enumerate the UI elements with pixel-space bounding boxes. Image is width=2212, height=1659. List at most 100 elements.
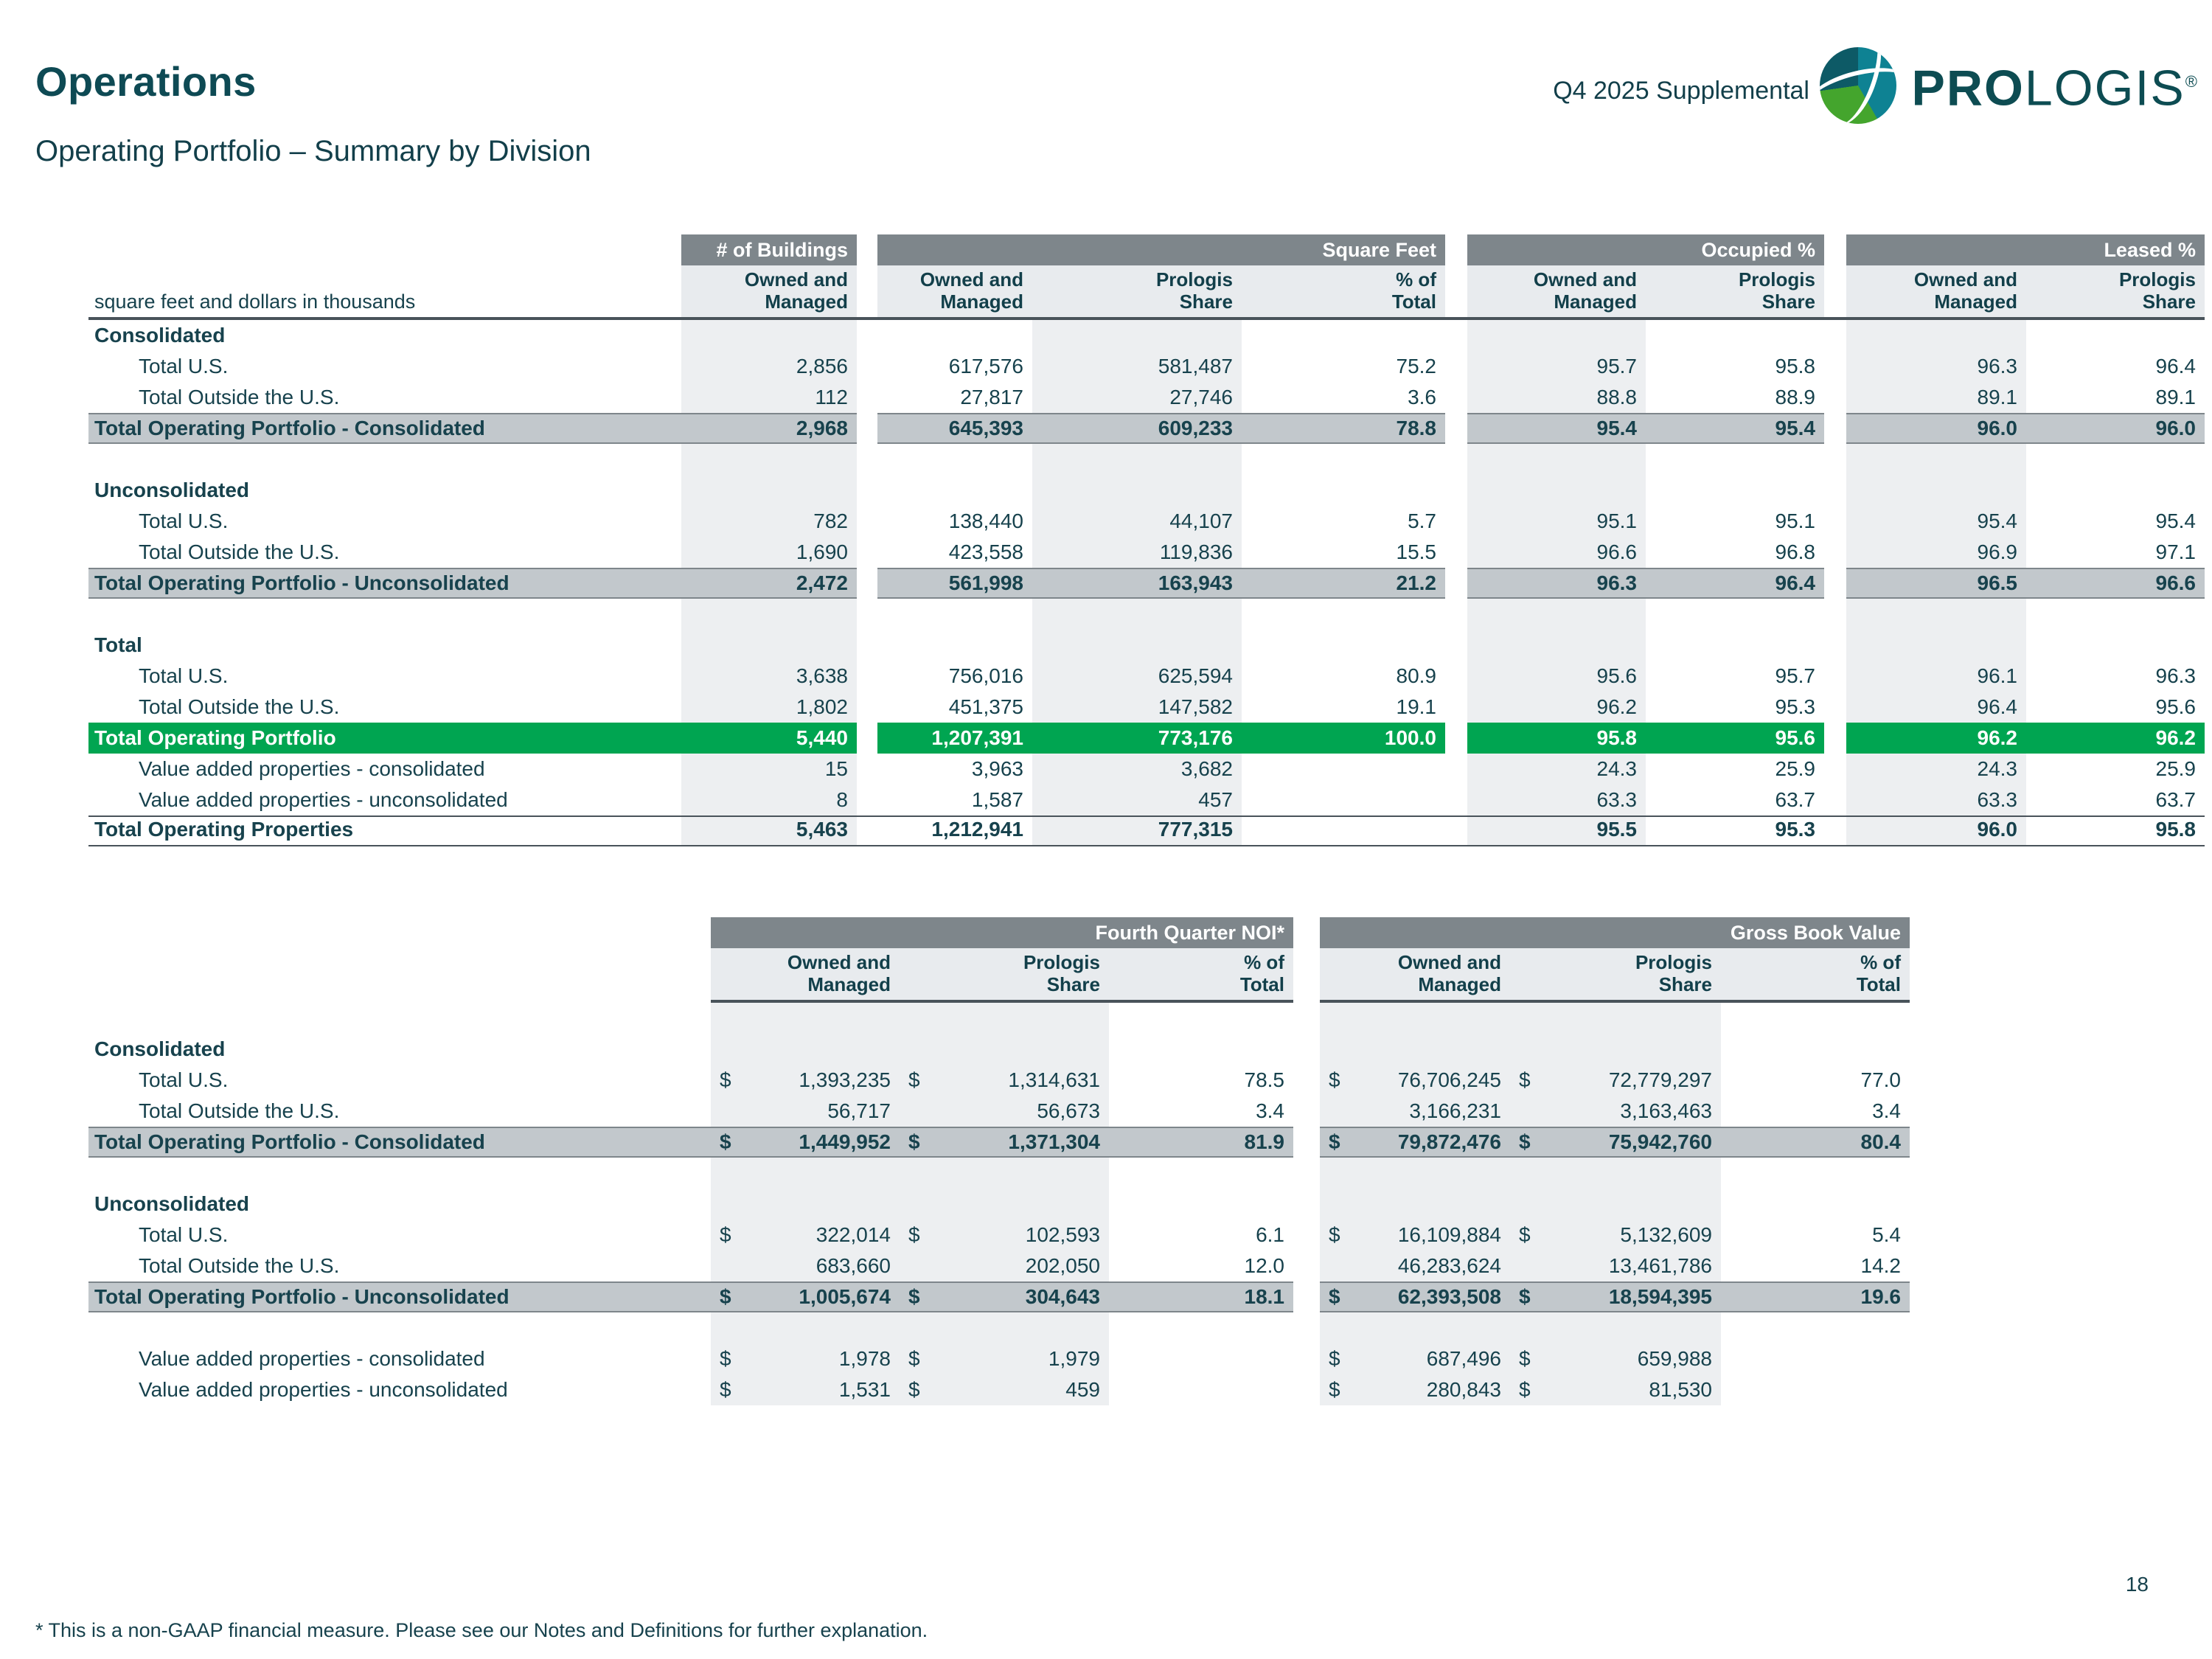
cell — [2026, 630, 2205, 661]
cell-value: 95.4 — [1775, 416, 1816, 439]
dollar-sign: $ — [908, 1068, 920, 1091]
spacer — [857, 817, 877, 845]
cell-value: 96.6 — [1596, 540, 1638, 563]
cell: 95.5 — [1467, 817, 1646, 845]
table-subheader-row: square feet and dollars in thousands Owne… — [88, 265, 2205, 320]
group-header: Leased % — [1846, 234, 2205, 265]
cell — [1721, 1189, 1910, 1220]
row-label: Total Operating Portfolio - Unconsolidat… — [88, 568, 681, 599]
cell-value: 1,314,631 — [1008, 1068, 1100, 1091]
dollar-sign: $ — [720, 1130, 731, 1153]
column-header: Owned and Managed — [1320, 948, 1510, 1003]
noi-gross-book-value-table: Fourth Quarter NOI* Gross Book Value Owned… — [88, 917, 1910, 1405]
cell — [681, 599, 857, 630]
cell-value: 63.3 — [1596, 787, 1638, 811]
spacer — [857, 661, 877, 692]
cell-value: 96.8 — [1775, 540, 1816, 563]
cell: 15 — [681, 754, 857, 785]
cell-value: 96.3 — [1596, 571, 1638, 594]
cell-value: 75.2 — [1396, 354, 1437, 378]
cell: 63.7 — [2026, 785, 2205, 815]
dollar-sign: $ — [908, 1346, 920, 1370]
spacer — [857, 723, 877, 754]
table-row: Total Outside the U.S. 112 27,817 27,746 3.6… — [88, 382, 2205, 413]
table-row: Unconsolidated — [88, 1189, 1910, 1220]
spacer — [857, 234, 877, 265]
row-label: Total Operating Properties — [94, 817, 354, 841]
cell — [877, 475, 1032, 506]
cell-value: 777,315 — [1158, 817, 1233, 841]
cell-value: 16,109,884 — [1397, 1222, 1501, 1246]
cell-value: 451,375 — [948, 695, 1023, 718]
cell: 3,638 — [681, 661, 857, 692]
spacer — [1293, 1312, 1320, 1343]
dollar-sign: $ — [1329, 1377, 1340, 1401]
dollar-sign: $ — [720, 1284, 731, 1308]
cell-value: 1,371,304 — [1008, 1130, 1100, 1153]
row-label: Total — [94, 633, 142, 656]
cell-value: 112 — [815, 385, 848, 408]
prologis-globe-icon — [1820, 47, 1897, 125]
cell-value: 96.1 — [1977, 664, 2018, 687]
row-label: Value added properties - consolidated — [139, 1346, 485, 1370]
cell — [1646, 444, 1824, 475]
spacer — [1293, 1127, 1320, 1158]
cell-value: 79,872,476 — [1397, 1130, 1501, 1153]
cell — [1242, 320, 1445, 351]
dollar-sign: $ — [1329, 1284, 1340, 1308]
cell — [1467, 320, 1646, 351]
cell — [711, 1312, 900, 1343]
page-subtitle: Operating Portfolio – Summary by Divisio… — [35, 136, 591, 168]
spacer — [1293, 1220, 1320, 1251]
cell: 645,393 — [877, 413, 1032, 444]
cell-value: 96.2 — [2155, 726, 2197, 749]
cell-value: 687,496 — [1426, 1346, 1501, 1370]
cell-value: 3.4 — [1256, 1099, 1284, 1122]
cell: 56,717 — [711, 1096, 900, 1127]
cell: 1,212,941 — [877, 817, 1032, 845]
cell: 15.5 — [1242, 537, 1445, 568]
cell-value: 202,050 — [1025, 1253, 1100, 1277]
cell-value: 423,558 — [948, 540, 1023, 563]
cell: 96.0 — [1846, 817, 2026, 845]
spacer — [857, 568, 877, 599]
table-row: Value added properties - unconsolidated 8… — [88, 785, 2205, 815]
cell: $687,496 — [1320, 1343, 1510, 1374]
cell: 24.3 — [1846, 754, 2026, 785]
cell — [1320, 1158, 1510, 1189]
spacer — [857, 444, 877, 475]
dollar-sign: $ — [908, 1130, 920, 1153]
cell: 3.4 — [1721, 1096, 1910, 1127]
cell: 683,660 — [711, 1251, 900, 1281]
cell: 773,176 — [1032, 723, 1242, 754]
dollar-sign: $ — [908, 1377, 920, 1401]
prologis-wordmark: PROLOGIS® — [1912, 44, 2197, 128]
cell-value: 95.6 — [1775, 726, 1816, 749]
cell-value: 3.4 — [1872, 1099, 1901, 1122]
row-label: Total Outside the U.S. — [139, 540, 340, 563]
cell — [1510, 1003, 1721, 1034]
cell-value: 100.0 — [1384, 726, 1436, 749]
cell: 96.6 — [1467, 537, 1646, 568]
cell: 96.2 — [2026, 723, 2205, 754]
spacer — [1824, 568, 1846, 599]
table-row: Total Operating Portfolio - Consolidated… — [88, 413, 2205, 444]
row-label — [88, 599, 681, 630]
cell: 96.3 — [1846, 351, 2026, 382]
cell: 95.1 — [1467, 506, 1646, 537]
cell: 96.9 — [1846, 537, 2026, 568]
dollar-sign: $ — [908, 1284, 920, 1308]
spacer — [1445, 661, 1467, 692]
spacer — [1445, 475, 1467, 506]
table-row: Total Operating Portfolio - Unconsolidat… — [88, 568, 2205, 599]
spacer — [1824, 754, 1846, 785]
cell: 2,472 — [681, 568, 857, 599]
cell-value: 2,968 — [796, 416, 848, 439]
table-row: Total Outside the U.S. 1,802 451,375 147,58… — [88, 692, 2205, 723]
cell: 21.2 — [1242, 568, 1445, 599]
cell: 96.2 — [1846, 723, 2026, 754]
cell-value: 561,998 — [948, 571, 1023, 594]
dollar-sign: $ — [1519, 1130, 1531, 1153]
cell-value: 1,449,952 — [799, 1130, 891, 1153]
spacer — [1445, 599, 1467, 630]
